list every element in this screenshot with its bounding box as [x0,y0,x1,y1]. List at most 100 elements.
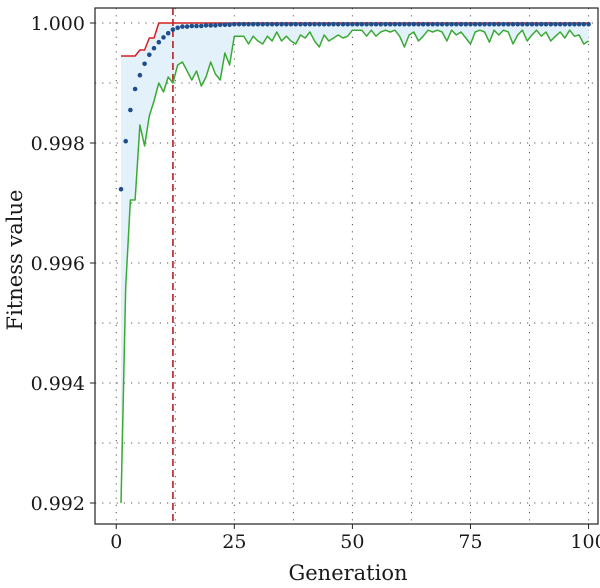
series-mean-point [553,21,558,27]
series-mean-point [392,21,398,27]
series-mean-point [586,21,591,27]
series-mean-point [335,21,341,27]
series-mean-point [501,21,506,27]
series-mean-point [491,21,497,27]
x-axis-label: Generation [288,561,407,585]
y-tick-label: 1.000 [31,13,85,35]
series-mean-point [199,23,204,29]
series-mean-point [269,21,275,27]
plot-area [95,8,598,524]
series-mean-point [562,21,568,27]
series-mean-point [321,21,327,27]
y-axis-label: Fitness value [3,190,27,331]
axes-frame [94,7,599,525]
series-mean-point [416,21,421,27]
series-mean-point [539,21,544,27]
series-mean-point [350,21,355,27]
x-tick-label: 75 [458,531,482,553]
series-max-line [121,22,589,57]
series-mean-point [147,52,152,58]
series-mean-point [387,21,393,27]
series-mean-point [515,21,520,27]
x-tick-label: 25 [222,531,246,553]
series-mean-point [402,21,407,27]
series-min-line [120,29,589,504]
series-mean-point [543,21,549,27]
y-tick-label: 0.998 [31,133,85,155]
series-mean-point [227,22,232,28]
series-mean-point [454,21,459,27]
min-max-band [121,23,589,503]
series-mean-point [132,86,138,92]
series-mean-point [534,21,539,27]
series-mean-point [383,21,388,27]
series-mean-point [326,21,332,27]
series-mean-point [217,22,223,28]
series-mean-point [425,21,431,27]
series-mean-point [142,61,147,67]
series-mean-point [345,21,351,27]
series-mean-point [241,21,247,27]
series-mean-point [444,21,450,27]
series-mean-point [449,21,454,27]
series-mean-point [435,21,440,27]
series-mean-point [359,21,365,27]
series-mean-point [293,21,299,27]
series-mean-point [165,30,171,36]
series-mean-point [567,21,572,27]
series-mean-point [137,72,143,78]
series-mean-point [208,23,213,28]
series-mean-point [364,21,369,27]
series-mean-point [232,21,237,27]
series-mean-point [572,21,577,27]
series-mean-point [189,23,195,29]
series-mean-point [411,21,417,27]
series-mean-point [406,21,412,27]
series-mean-point [524,21,530,27]
series-group [118,21,591,504]
series-mean-point [397,21,402,27]
series-mean-point [255,21,261,27]
series-mean-point [118,186,124,192]
plot-frame [94,7,599,525]
series-mean-point [170,27,176,32]
series-mean-point [151,45,157,51]
series-mean-point [279,21,284,27]
series-mean-point [378,21,384,27]
series-mean-point [222,22,228,28]
series-mean-point [331,21,336,27]
series-mean-point [420,21,426,27]
series-mean-point [180,24,185,29]
series-mean-point [373,21,379,27]
series-mean-point [128,107,133,113]
plot-background [95,8,598,524]
series-mean-point [482,21,487,27]
series-mean-point [463,21,469,27]
series-mean-point [307,21,313,27]
series-mean-point [302,21,308,27]
series-mean-point [529,21,535,27]
series-mean-point [581,21,587,27]
series-mean-point [288,21,294,27]
series-mean-point [510,21,516,27]
series-mean-point [203,23,209,28]
series-mean-point [298,21,303,27]
series-mean-point [557,21,563,27]
series-mean-point [156,39,162,45]
series-mean-point [430,21,436,27]
series-mean-point [340,21,346,27]
series-mean-point [354,21,360,27]
min-max-fill [121,23,589,503]
series-mean-point [487,21,492,27]
series-mean-point [312,21,317,27]
x-tick-label: 100 [570,531,600,553]
y-tick-labels: 0.992 0.994 0.996 0.998 1.000 [31,13,95,515]
x-tick-label: 0 [110,531,122,553]
x-tick-label: 50 [340,531,364,553]
y-tick-label: 0.992 [31,493,85,515]
series-mean-point [472,21,478,27]
series-mean-point [246,21,251,27]
series-mean-point [369,21,374,27]
series-mean-point [274,21,280,27]
